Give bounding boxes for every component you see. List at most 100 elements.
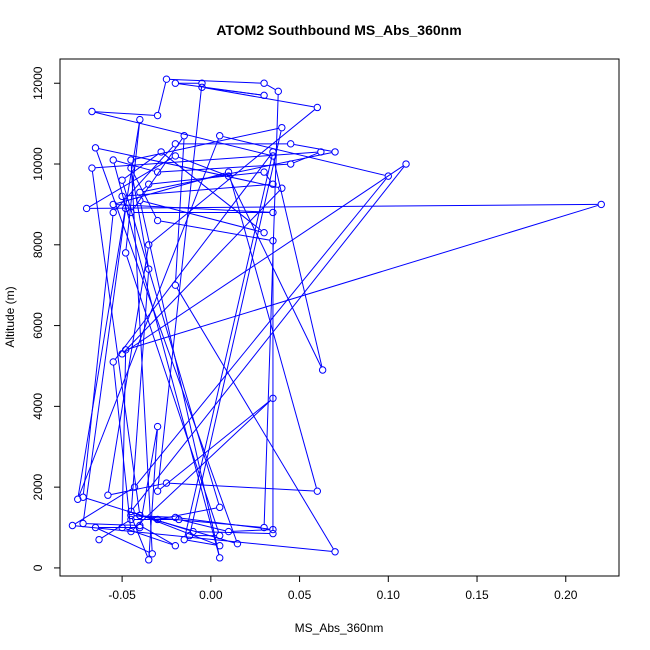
data-point — [331, 148, 339, 156]
series-line-segment — [82, 215, 114, 494]
data-point — [269, 208, 277, 217]
data-point — [318, 366, 327, 374]
y-tick-label: 12000 — [31, 66, 45, 100]
data-point — [82, 204, 91, 213]
chart-title: ATOM2 Southbound MS_Abs_360nm — [216, 22, 461, 38]
series-line-segment — [130, 163, 153, 551]
x-tick-label: 0.20 — [554, 588, 578, 602]
series-line-segment — [95, 111, 155, 116]
data-point — [88, 164, 96, 172]
data-series-lines — [75, 78, 599, 557]
data-point — [127, 527, 135, 536]
data-point — [145, 556, 153, 564]
data-point — [79, 519, 87, 528]
series-line-segment — [178, 156, 226, 176]
data-point — [269, 525, 277, 534]
data-point — [278, 184, 286, 192]
series-line-segment — [77, 122, 140, 496]
data-point — [91, 523, 100, 532]
series-line-segment — [115, 146, 174, 211]
data-point — [148, 550, 156, 558]
data-point — [274, 87, 282, 96]
data-point — [269, 237, 277, 245]
data-point — [157, 148, 165, 156]
series-line-segment — [294, 143, 332, 152]
y-tick-label: 6000 — [31, 312, 45, 339]
data-series-points — [68, 75, 605, 564]
series-line-segment — [293, 152, 318, 164]
data-point — [269, 394, 277, 402]
data-point — [317, 148, 325, 156]
data-point — [269, 529, 277, 538]
data-point — [224, 168, 233, 176]
series-line-segment — [178, 83, 261, 96]
data-point — [171, 140, 180, 148]
data-point — [121, 204, 130, 213]
data-point — [286, 160, 295, 168]
data-point — [68, 521, 77, 530]
data-point — [118, 350, 126, 358]
series-line-segment — [78, 138, 219, 497]
series-line-segment — [139, 429, 158, 525]
data-point — [216, 132, 224, 140]
data-point — [153, 168, 162, 176]
y-tick-label: 8000 — [31, 231, 45, 258]
data-point — [278, 123, 286, 132]
data-point — [127, 156, 135, 164]
series-line-segment — [176, 287, 334, 550]
data-point — [109, 156, 117, 164]
series-line-segment — [229, 179, 322, 368]
data-point — [162, 479, 171, 487]
data-point — [153, 487, 162, 495]
data-point — [88, 107, 96, 116]
series-line-segment — [151, 109, 315, 243]
data-point — [171, 513, 180, 522]
data-point — [216, 531, 224, 540]
data-point — [145, 180, 153, 188]
data-point — [180, 535, 188, 544]
data-point — [91, 144, 100, 152]
data-point — [127, 208, 135, 217]
series-line-segment — [75, 488, 132, 525]
data-point — [136, 521, 144, 530]
series-line-segment — [143, 515, 155, 520]
data-point — [136, 115, 144, 124]
data-point — [185, 531, 194, 540]
series-line-segment — [116, 160, 155, 172]
series-line-segment — [232, 529, 270, 532]
series-line-segment — [143, 200, 261, 233]
series-line-segment — [89, 157, 173, 208]
series-line-segment — [136, 178, 387, 485]
series-line-segment — [96, 150, 237, 541]
series-line-segment — [169, 78, 261, 84]
data-point — [162, 75, 171, 83]
data-point — [145, 241, 153, 249]
series-line-segment — [121, 353, 127, 525]
data-point — [597, 200, 605, 209]
data-point — [145, 265, 153, 273]
series-line-segment — [266, 84, 276, 91]
data-point — [260, 91, 268, 100]
series-line-segment — [124, 153, 159, 179]
y-axis-label: Altitude (m) — [3, 286, 17, 347]
series-line-segment — [140, 203, 220, 555]
y-tick-label: 10000 — [31, 147, 45, 181]
data-point — [130, 483, 139, 491]
data-point — [136, 188, 144, 196]
series-line-segment — [75, 525, 332, 552]
data-point — [95, 535, 103, 544]
series-line-segment — [128, 204, 599, 350]
data-point — [260, 228, 268, 237]
data-point — [136, 511, 144, 520]
data-point — [384, 172, 393, 180]
data-point — [171, 281, 180, 289]
data-point — [269, 148, 277, 156]
series-line-segment — [189, 130, 282, 533]
series-line-segment — [273, 159, 323, 367]
data-point — [171, 152, 180, 160]
data-point — [127, 164, 135, 172]
data-point — [216, 503, 224, 512]
